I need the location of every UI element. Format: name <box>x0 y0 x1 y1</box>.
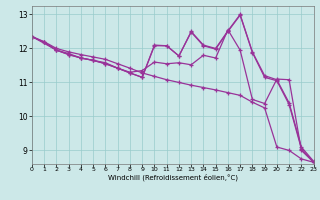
X-axis label: Windchill (Refroidissement éolien,°C): Windchill (Refroidissement éolien,°C) <box>108 174 238 181</box>
